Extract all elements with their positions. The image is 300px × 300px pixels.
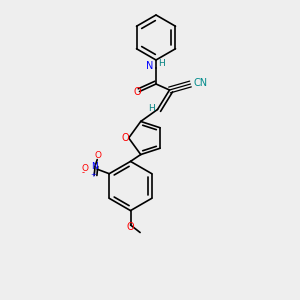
Text: H: H [148, 104, 155, 113]
Text: N: N [91, 162, 98, 171]
Text: O: O [133, 86, 141, 97]
Text: O: O [94, 152, 102, 160]
Text: O: O [127, 221, 134, 232]
Text: N: N [146, 61, 154, 71]
Text: +: + [90, 172, 96, 178]
Text: O: O [81, 164, 88, 173]
Text: CN: CN [194, 78, 208, 88]
Text: H: H [158, 59, 164, 68]
Text: -: - [81, 168, 84, 177]
Text: O: O [122, 133, 130, 143]
